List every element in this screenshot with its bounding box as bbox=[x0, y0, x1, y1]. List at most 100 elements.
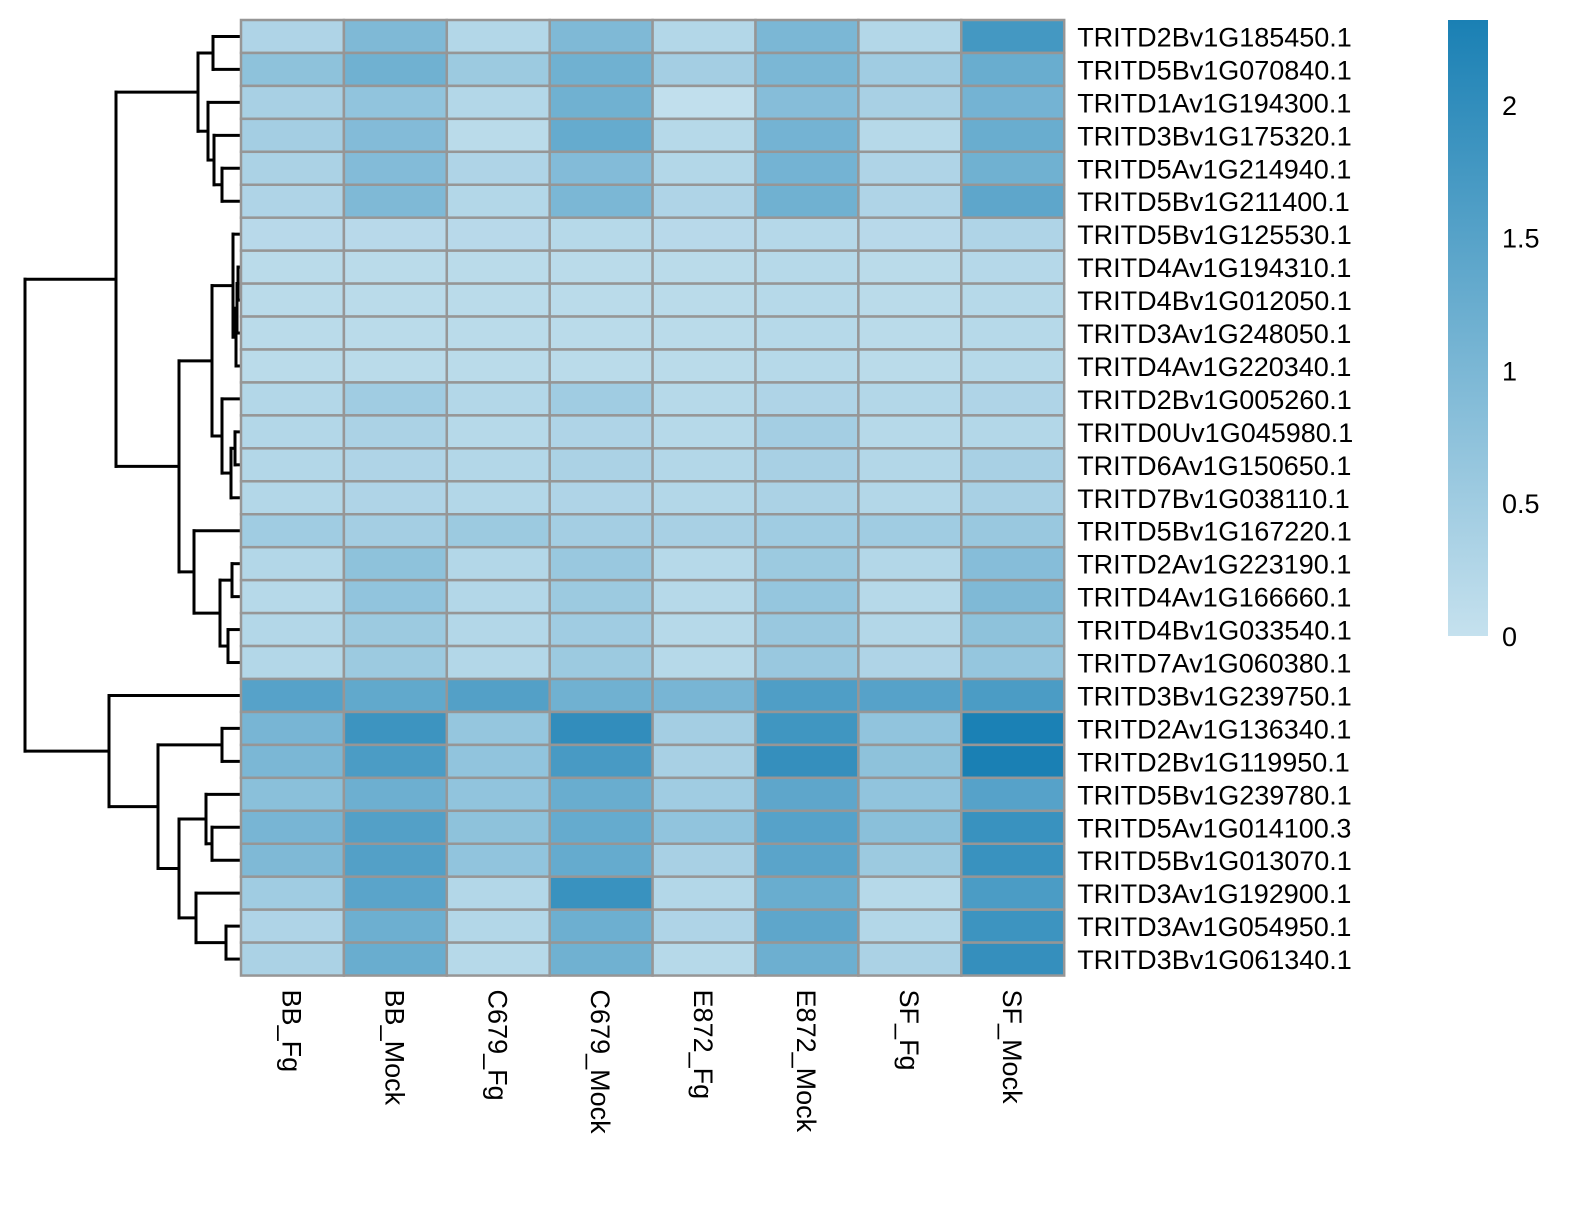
heatmap-cell bbox=[857, 809, 963, 845]
heatmap-cell bbox=[548, 545, 654, 582]
row-label: TRITD3Bv1G239750.1 bbox=[1077, 681, 1352, 711]
row-label: TRITD6Av1G150650.1 bbox=[1077, 451, 1351, 481]
heatmap-cell bbox=[857, 513, 963, 549]
heatmap-cell bbox=[754, 183, 860, 219]
heatmap-cell bbox=[445, 315, 551, 351]
heatmap-cell bbox=[239, 249, 346, 285]
column-label: C679_Mock bbox=[585, 990, 615, 1135]
heatmap-cell bbox=[445, 743, 551, 780]
heatmap-cell bbox=[548, 743, 654, 780]
heatmap-cell bbox=[754, 941, 860, 977]
heatmap-cell bbox=[857, 941, 963, 977]
row-label: TRITD2Av1G223190.1 bbox=[1077, 550, 1351, 580]
heatmap-cell bbox=[239, 644, 346, 681]
heatmap-cell bbox=[754, 743, 860, 780]
row-label: TRITD7Bv1G038110.1 bbox=[1077, 484, 1350, 514]
heatmap-cell bbox=[754, 513, 860, 549]
heatmap-cell bbox=[445, 282, 551, 318]
heatmap-cell bbox=[857, 315, 963, 351]
heatmap-cell bbox=[651, 908, 757, 944]
heatmap-cell bbox=[754, 611, 860, 648]
heatmap-cell bbox=[445, 348, 551, 384]
heatmap-cell bbox=[445, 710, 551, 747]
heatmap-cell bbox=[445, 117, 551, 154]
heatmap-cell bbox=[548, 677, 654, 714]
heatmap-cell bbox=[548, 480, 654, 516]
heatmap-cell bbox=[239, 51, 346, 88]
heatmap-cell bbox=[857, 183, 963, 219]
legend-tick-label: 1.5 bbox=[1502, 224, 1540, 254]
row-label: TRITD7Av1G060380.1 bbox=[1077, 649, 1351, 679]
heatmap-cell bbox=[548, 513, 654, 549]
heatmap-cell bbox=[342, 117, 449, 154]
heatmap-cell bbox=[239, 776, 346, 813]
column-label: E872_Fg bbox=[688, 990, 718, 1100]
heatmap-cell bbox=[548, 611, 654, 648]
heatmap-cell bbox=[239, 150, 346, 187]
heatmap-cell bbox=[857, 743, 963, 780]
heatmap-cell bbox=[651, 282, 757, 318]
heatmap-cell bbox=[651, 875, 757, 911]
heatmap-cell bbox=[445, 776, 551, 813]
heatmap-cell bbox=[651, 677, 757, 714]
heatmap-cell bbox=[342, 842, 449, 878]
heatmap-cell bbox=[239, 842, 346, 878]
heatmap-cell bbox=[857, 216, 963, 252]
heatmap-cell bbox=[651, 776, 757, 813]
heatmap-cell bbox=[651, 545, 757, 582]
heatmap-cell bbox=[239, 381, 346, 417]
column-label: SF_Mock bbox=[997, 990, 1027, 1105]
heatmap-cell bbox=[857, 414, 963, 450]
row-label: TRITD5Bv1G239780.1 bbox=[1077, 780, 1352, 810]
heatmap-cell bbox=[960, 710, 1066, 747]
heatmap-cell bbox=[445, 809, 551, 845]
heatmap-cell bbox=[960, 150, 1066, 187]
heatmap-cell bbox=[342, 447, 449, 483]
heatmap-cell bbox=[342, 381, 449, 417]
heatmap-cell bbox=[651, 941, 757, 977]
heatmap-cell bbox=[445, 842, 551, 878]
heatmap-cell bbox=[342, 249, 449, 285]
legend-color-bar bbox=[1448, 20, 1488, 636]
heatmap-cell bbox=[960, 348, 1066, 384]
heatmap-cell bbox=[239, 875, 346, 911]
heatmap-cell bbox=[548, 216, 654, 252]
heatmap-cell bbox=[239, 348, 346, 384]
heatmap-cell bbox=[857, 710, 963, 747]
heatmap-cell bbox=[342, 51, 449, 88]
row-label: TRITD2Bv1G119950.1 bbox=[1077, 747, 1350, 777]
heatmap-cell bbox=[651, 644, 757, 681]
heatmap-cell bbox=[445, 381, 551, 417]
row-label: TRITD2Bv1G185450.1 bbox=[1077, 22, 1352, 52]
heatmap-cell bbox=[445, 150, 551, 187]
column-label: C679_Fg bbox=[482, 990, 512, 1101]
heatmap-cell bbox=[548, 18, 654, 55]
heatmap-cell bbox=[239, 414, 346, 450]
heatmap-cell bbox=[754, 480, 860, 516]
heatmap-cell bbox=[239, 18, 346, 55]
heatmap-cell bbox=[445, 908, 551, 944]
legend-tick-label: 1 bbox=[1502, 356, 1517, 386]
heatmap-cell bbox=[754, 150, 860, 187]
row-label: TRITD4Av1G220340.1 bbox=[1077, 352, 1351, 382]
heatmap-cell bbox=[754, 842, 860, 878]
heatmap-cell bbox=[445, 875, 551, 911]
heatmap-cell bbox=[960, 447, 1066, 483]
heatmap-cell bbox=[651, 183, 757, 219]
heatmap-cell bbox=[239, 611, 346, 648]
heatmap-cell bbox=[342, 809, 449, 845]
heatmap-cell bbox=[342, 578, 449, 615]
heatmap-cell bbox=[445, 447, 551, 483]
heatmap-cell bbox=[754, 545, 860, 582]
heatmap-cell bbox=[754, 249, 860, 285]
row-label: TRITD1Av1G194300.1 bbox=[1077, 88, 1351, 118]
heatmap-cell bbox=[445, 611, 551, 648]
heatmap-cell bbox=[857, 644, 963, 681]
heatmap-cell bbox=[342, 480, 449, 516]
heatmap-cell bbox=[445, 644, 551, 681]
heatmap-cell bbox=[857, 381, 963, 417]
column-label: BB_Fg bbox=[276, 990, 306, 1073]
heatmap-cell bbox=[857, 480, 963, 516]
heatmap-cell bbox=[754, 447, 860, 483]
